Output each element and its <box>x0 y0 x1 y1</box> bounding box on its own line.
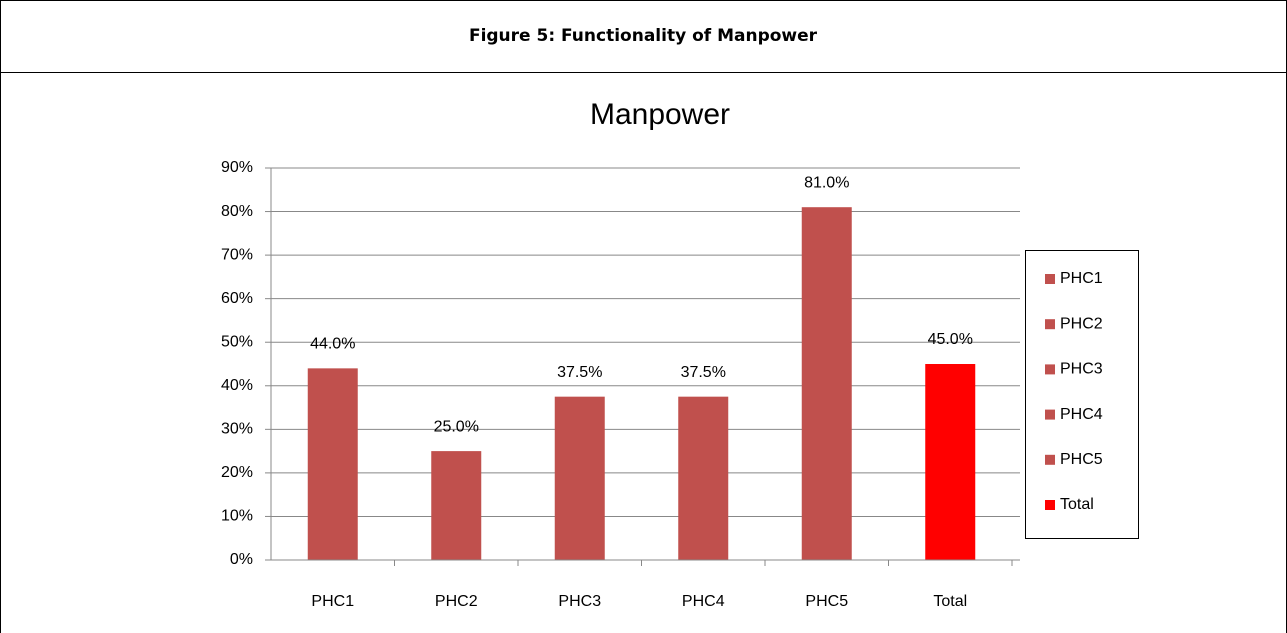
bar <box>801 207 852 560</box>
x-tick-label: PHC4 <box>682 593 725 610</box>
y-tick-label: 80% <box>221 203 253 220</box>
chart-title: Manpower <box>590 98 730 131</box>
legend-label: PHC5 <box>1060 451 1103 468</box>
y-tick-label: 10% <box>221 508 253 525</box>
y-tick-label: 70% <box>221 246 253 263</box>
bar <box>307 368 358 560</box>
x-tick-label: PHC1 <box>311 593 354 610</box>
data-label: 45.0% <box>928 331 973 348</box>
legend-swatch <box>1045 364 1055 375</box>
y-tick-label: 90% <box>221 159 253 176</box>
legend-swatch <box>1045 319 1055 330</box>
y-tick-label: 0% <box>230 551 253 568</box>
x-tick-label: PHC5 <box>805 593 848 610</box>
y-tick-label: 40% <box>221 377 253 394</box>
legend-label: PHC2 <box>1060 315 1103 332</box>
data-label: 44.0% <box>310 336 355 353</box>
legend-label: PHC4 <box>1060 406 1103 423</box>
bar <box>678 396 729 560</box>
x-tick-label: PHC3 <box>558 593 601 610</box>
data-label: 81.0% <box>804 174 849 191</box>
legend-swatch <box>1045 274 1055 284</box>
data-label: 37.5% <box>557 364 602 381</box>
bar <box>554 396 605 560</box>
y-tick-label: 30% <box>221 421 253 438</box>
legend-label: Total <box>1060 496 1094 513</box>
legend-label: PHC1 <box>1060 270 1103 287</box>
y-tick-label: 50% <box>221 333 253 350</box>
legend-swatch <box>1045 500 1055 510</box>
data-label: 37.5% <box>681 364 726 381</box>
bar <box>431 451 482 560</box>
legend-swatch <box>1045 454 1055 465</box>
y-tick-label: 20% <box>221 464 253 481</box>
x-tick-label: Total <box>933 593 967 610</box>
x-tick-label: PHC2 <box>435 593 478 610</box>
bar <box>925 364 976 560</box>
caption: Figure 5: Functionality of Manpower <box>469 26 818 46</box>
legend-swatch <box>1045 409 1055 420</box>
legend <box>1025 250 1139 539</box>
legend-label: PHC3 <box>1060 361 1103 378</box>
y-tick-label: 60% <box>221 290 253 307</box>
data-label: 25.0% <box>434 418 479 435</box>
